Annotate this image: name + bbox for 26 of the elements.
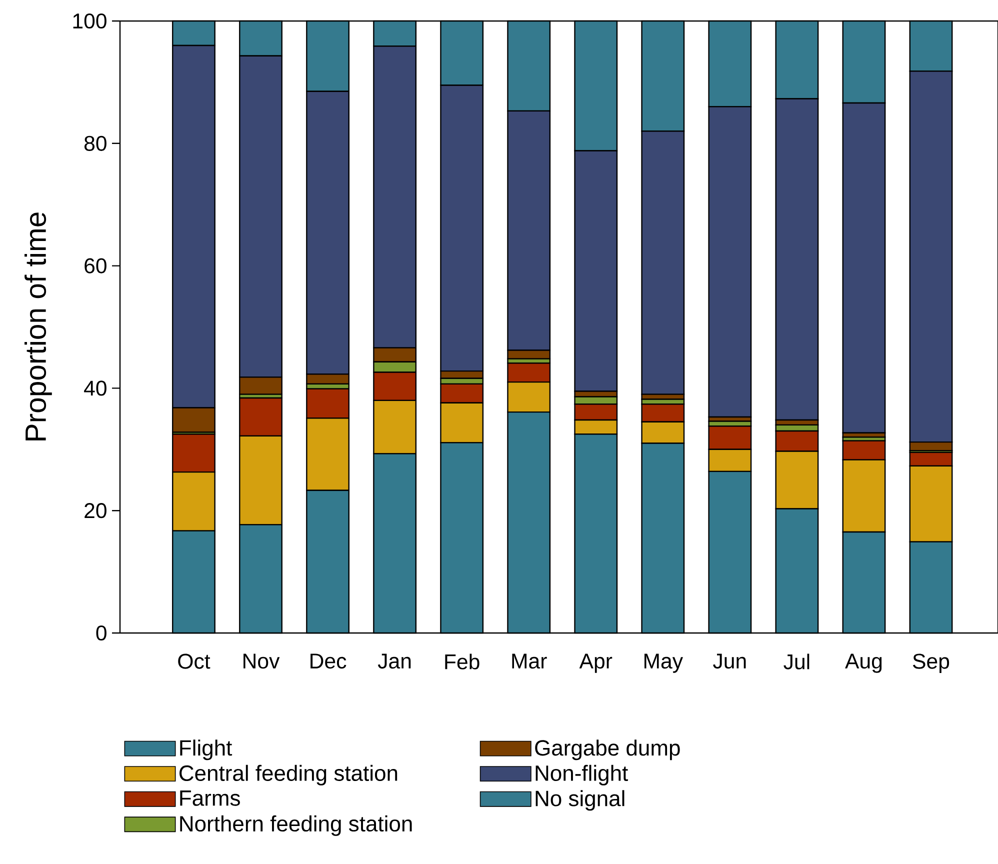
x-tick-label: Sep <box>912 654 950 674</box>
legend-label: Northern feeding station <box>180 815 412 836</box>
legend-label: Flight <box>180 740 232 760</box>
legend-label: Central feeding station <box>180 764 398 786</box>
x-tick-label: Dec <box>310 654 346 669</box>
y-tick-label: 20 <box>84 503 106 518</box>
x-tick-label: Mar <box>512 654 547 669</box>
x-tick-label: Nov <box>244 654 280 669</box>
y-axis-title: Proportion of time <box>24 212 52 440</box>
y-tick-label: 0 <box>96 625 106 641</box>
legend-label: Gargabe dump <box>535 740 680 760</box>
y-tick-label: 40 <box>84 380 106 396</box>
x-tick-label: May <box>644 654 683 673</box>
y-tick-label: 60 <box>84 258 106 274</box>
x-tick-label: Jun <box>713 654 746 669</box>
x-tick-label: Aug <box>845 654 882 673</box>
y-tick-label: 80 <box>84 136 106 151</box>
x-tick-label: Jan <box>378 654 411 669</box>
legend-label: Farms <box>180 790 240 806</box>
x-tick-label: Feb <box>445 654 480 670</box>
y-tick-label: 100 <box>73 13 106 29</box>
legend-label: Non-flight <box>536 764 628 786</box>
x-tick-label: Apr <box>579 654 612 673</box>
x-tick-label: Jul <box>784 654 810 670</box>
x-tick-label: Oct <box>178 654 210 669</box>
legend-label: No signal <box>536 790 624 811</box>
